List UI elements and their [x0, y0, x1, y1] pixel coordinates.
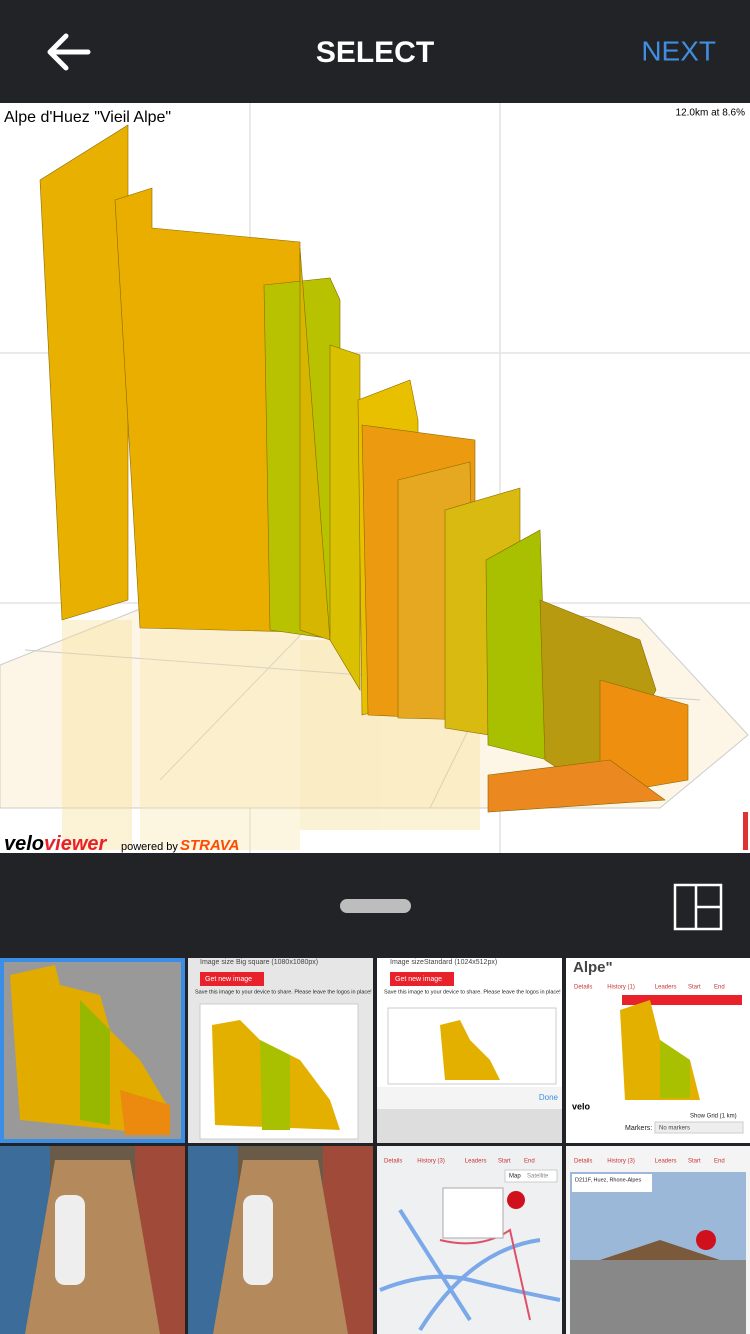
- tab-row: Details History (3) Leaders Start End: [574, 1159, 725, 1165]
- tab: End: [714, 1159, 725, 1165]
- powered-by: powered by: [121, 841, 178, 853]
- tab: Leaders: [465, 1159, 487, 1165]
- thumb-text: Image size: [200, 959, 234, 966]
- color-scale: [743, 812, 748, 850]
- tab: Leaders: [655, 1159, 677, 1165]
- thumbnail[interactable]: Alpe" Details History (1) Leaders Start End …: [566, 958, 750, 1143]
- preview-stats: 12.0km at 8.6%: [676, 108, 746, 119]
- thumbnail[interactable]: [0, 1146, 185, 1334]
- tab-row: Details History (3) Leaders Start End: [384, 1159, 535, 1165]
- thumb-text: Alpe": [573, 959, 613, 976]
- logo-velo: veloviewer: [4, 833, 108, 855]
- tab: End: [714, 985, 725, 991]
- tab: Details: [574, 985, 592, 991]
- thumb-text: No markers: [659, 1126, 690, 1132]
- tab: Leaders: [655, 985, 677, 991]
- header-title: SELECT: [316, 36, 434, 69]
- thumb-text: Standard (1024x512px): [424, 959, 497, 966]
- tab: Start: [688, 1159, 701, 1165]
- tab: Start: [688, 985, 701, 991]
- tab: History (3): [417, 1159, 445, 1165]
- thumb-text: Get new image: [395, 976, 442, 983]
- thumb-text: Image size: [390, 959, 424, 966]
- layout-toggle[interactable]: [673, 883, 723, 931]
- header-bar: [0, 0, 750, 103]
- thumbnail[interactable]: Image size Big square (1080x1080px) Get …: [188, 958, 373, 1143]
- thumb-text: Get new image: [205, 976, 252, 983]
- tab: Start: [498, 1159, 511, 1165]
- tab: History (1): [607, 985, 635, 991]
- thumb-text: Satellite: [527, 1174, 549, 1180]
- thumb-text: Save this image to your device to share.…: [195, 989, 372, 995]
- thumbnail[interactable]: Details History (3) Leaders Start End D211F,…: [566, 1146, 750, 1334]
- thumbnail[interactable]: [188, 1146, 373, 1334]
- thumb-text: Done: [539, 1093, 559, 1102]
- preview-title: Alpe d'Huez "Vieil Alpe": [4, 109, 171, 126]
- thumbnail[interactable]: Image size Standard (1024x512px) Get new…: [377, 958, 562, 1143]
- thumb-text: Map: [509, 1174, 521, 1180]
- thumbnail[interactable]: [0, 958, 185, 1143]
- preview: Alpe d'Huez "Vieil Alpe" 12.0km at 8.6% …: [0, 103, 750, 855]
- thumbnail[interactable]: Details History (3) Leaders Start End Map Sa…: [377, 1146, 562, 1334]
- tab: End: [524, 1159, 535, 1165]
- next-button[interactable]: NEXT: [641, 35, 716, 66]
- back-button[interactable]: [47, 33, 91, 71]
- tab-row: Details History (1) Leaders Start End: [574, 985, 725, 991]
- elevation-wall: [39, 124, 689, 813]
- tab: Details: [574, 1159, 592, 1165]
- thumb-text: Markers:: [625, 1125, 652, 1132]
- thumb-text: D211F, Huez, Rhone-Alpes: [575, 1177, 641, 1183]
- tab: History (3): [607, 1159, 635, 1165]
- thumb-logo: velo: [572, 1101, 591, 1111]
- strava-logo: STRAVA: [180, 837, 239, 854]
- thumb-text: Show Grid (1 km): [690, 1114, 737, 1120]
- thumb-text: Big square (1080x1080px): [236, 959, 318, 966]
- tab: Details: [384, 1159, 402, 1165]
- drag-handle[interactable]: [340, 899, 411, 913]
- thumb-text: Save this image to your device to share.…: [384, 989, 561, 995]
